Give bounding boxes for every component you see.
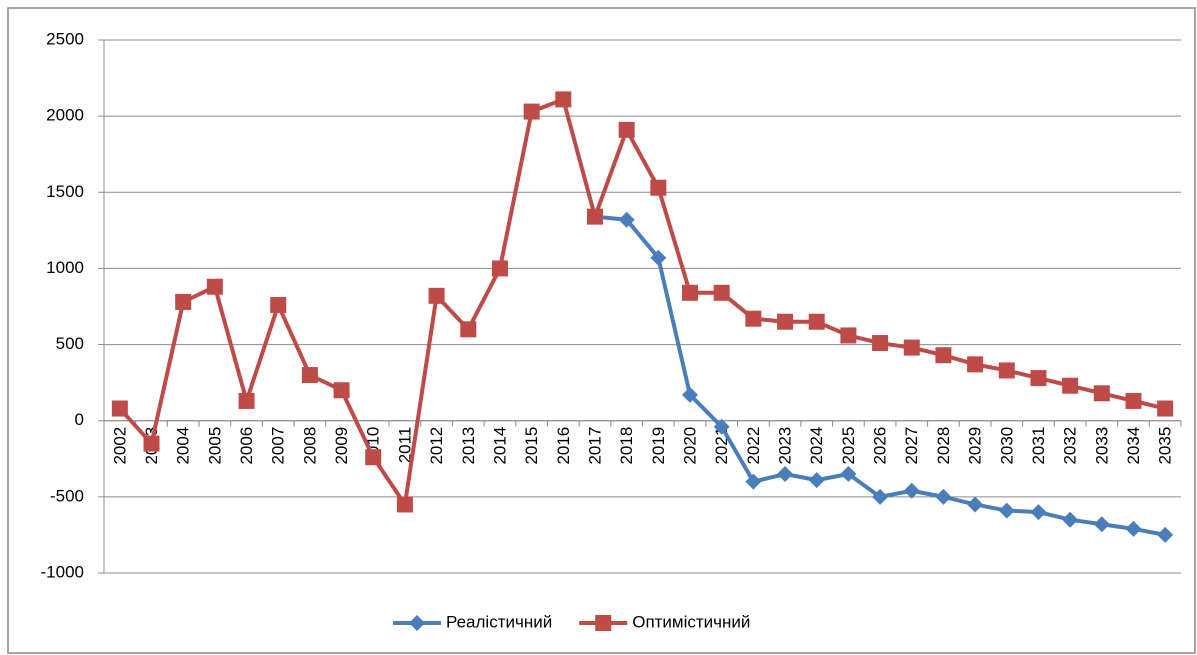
marker: [745, 310, 762, 327]
marker: [238, 392, 255, 409]
marker: [301, 367, 318, 384]
x-tick-label: 2007: [269, 427, 288, 465]
x-tick-label: 2028: [934, 427, 953, 465]
x-tick-label: 2019: [649, 427, 668, 465]
marker: [903, 339, 920, 356]
marker: [1030, 370, 1047, 387]
marker: [143, 435, 160, 452]
y-tick-label: -500: [50, 486, 84, 505]
x-tick-label: 2033: [1092, 427, 1111, 465]
marker: [555, 91, 572, 108]
x-tick-label: 2030: [997, 427, 1016, 465]
x-tick-label: 2020: [680, 427, 699, 465]
x-tick-label: 2005: [205, 427, 224, 465]
marker: [333, 382, 350, 399]
marker: [1125, 520, 1142, 537]
marker: [1157, 400, 1174, 417]
marker: [1093, 516, 1110, 533]
marker: [523, 103, 540, 120]
x-tick-label: 2031: [1029, 427, 1048, 465]
marker: [935, 347, 952, 364]
x-tick-label: 2013: [459, 427, 478, 465]
marker: [1125, 392, 1142, 409]
marker: [808, 472, 825, 489]
marker: [206, 278, 223, 295]
marker: [270, 296, 287, 313]
marker: [650, 179, 667, 196]
marker: [967, 496, 984, 513]
y-tick-label: 1500: [46, 182, 84, 201]
x-tick-label: 2022: [744, 427, 763, 465]
marker: [1062, 511, 1079, 528]
marker: [1030, 504, 1047, 521]
x-tick-label: 2029: [966, 427, 985, 465]
x-tick-label: 2006: [237, 427, 256, 465]
marker: [840, 466, 857, 483]
legend-label: Реалістичний: [446, 612, 552, 631]
marker: [396, 496, 413, 513]
marker: [840, 327, 857, 344]
marker: [460, 321, 477, 338]
x-tick-label: 2026: [871, 427, 890, 465]
x-tick-label: 2025: [839, 427, 858, 465]
marker: [967, 356, 984, 373]
x-tick-label: 2011: [395, 427, 414, 464]
x-tick-label: 2034: [1124, 427, 1143, 465]
y-tick-label: 0: [75, 410, 84, 429]
marker: [777, 313, 794, 330]
marker: [777, 466, 794, 483]
x-tick-label: 2012: [427, 427, 446, 465]
x-tick-label: 2032: [1061, 427, 1080, 465]
marker: [111, 400, 128, 417]
marker: [872, 335, 889, 352]
x-tick-label: 2015: [522, 427, 541, 465]
marker: [428, 287, 445, 304]
marker: [175, 293, 192, 310]
marker: [618, 121, 635, 138]
x-tick-label: 2004: [174, 427, 193, 465]
y-tick-label: 2000: [46, 106, 84, 125]
marker: [713, 284, 730, 301]
x-tick-label: 2024: [807, 427, 826, 465]
legend-label: Оптимістичний: [632, 612, 750, 631]
x-tick-label: 2009: [332, 427, 351, 465]
marker: [935, 488, 952, 505]
series-line: [118, 97, 1166, 507]
marker: [808, 313, 825, 330]
x-tick-label: 2017: [585, 427, 604, 465]
marker: [998, 362, 1015, 379]
y-tick-label: 500: [56, 334, 84, 353]
marker: [586, 208, 603, 225]
marker: [682, 284, 699, 301]
y-tick-label: 1000: [46, 258, 84, 277]
y-tick-label: 2500: [46, 29, 84, 48]
marker: [713, 418, 730, 435]
marker: [491, 260, 508, 277]
marker: [365, 449, 382, 466]
marker: [998, 502, 1015, 519]
marker: [682, 386, 699, 403]
marker: [1157, 526, 1174, 543]
legend-marker: [409, 615, 425, 631]
x-tick-label: 2008: [300, 427, 319, 465]
marker: [872, 488, 889, 505]
x-tick-label: 2023: [776, 427, 795, 465]
x-tick-label: 2027: [902, 427, 921, 465]
marker: [1062, 377, 1079, 394]
marker: [650, 249, 667, 266]
marker: [1093, 385, 1110, 402]
marker: [618, 211, 635, 228]
x-tick-label: 2002: [110, 427, 129, 465]
x-tick-label: 2018: [617, 427, 636, 465]
legend-marker: [595, 615, 612, 631]
marker: [903, 482, 920, 499]
marker: [745, 473, 762, 490]
x-tick-label: 2014: [490, 427, 509, 465]
y-tick-label: -1000: [41, 562, 84, 581]
x-tick-label: 2016: [554, 427, 573, 465]
x-tick-label: 2035: [1156, 427, 1175, 465]
chart-border: [7, 7, 1196, 654]
